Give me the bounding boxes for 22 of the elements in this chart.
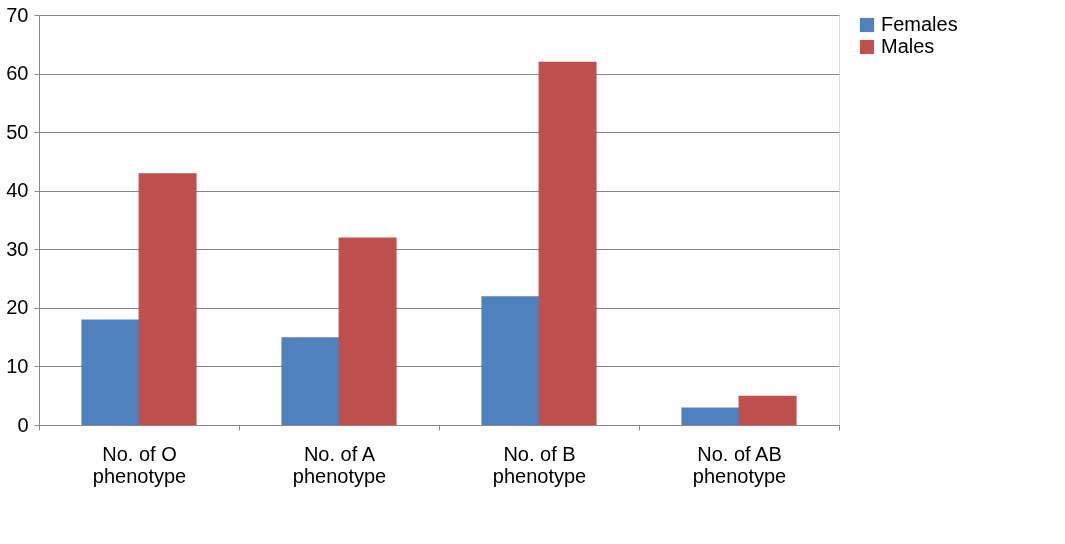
y-tick-label: 20 <box>6 296 29 319</box>
bar <box>281 337 340 425</box>
x-tick-label: No. of AB phenotype <box>692 442 787 487</box>
x-tick-label: No. of O phenotype <box>92 442 187 487</box>
legend-label: Females <box>881 13 958 35</box>
y-tick-label: 40 <box>6 179 29 202</box>
bar <box>481 296 540 425</box>
bar <box>338 237 397 425</box>
x-tick-label: No. of B phenotype <box>492 442 587 487</box>
y-tick-label: 70 <box>6 3 29 26</box>
bar <box>138 173 197 425</box>
x-tick-label: No. of A phenotype <box>292 442 387 487</box>
y-tick-label: 30 <box>6 237 29 260</box>
bar <box>538 61 597 425</box>
bar <box>738 395 797 425</box>
y-tick-label: 60 <box>6 62 29 85</box>
legend-label: Males <box>881 35 935 57</box>
y-tick-label: 50 <box>6 120 29 143</box>
bar <box>81 319 140 425</box>
y-tick-label: 0 <box>17 413 29 436</box>
y-tick-label: 10 <box>6 354 29 377</box>
bar <box>681 407 740 425</box>
